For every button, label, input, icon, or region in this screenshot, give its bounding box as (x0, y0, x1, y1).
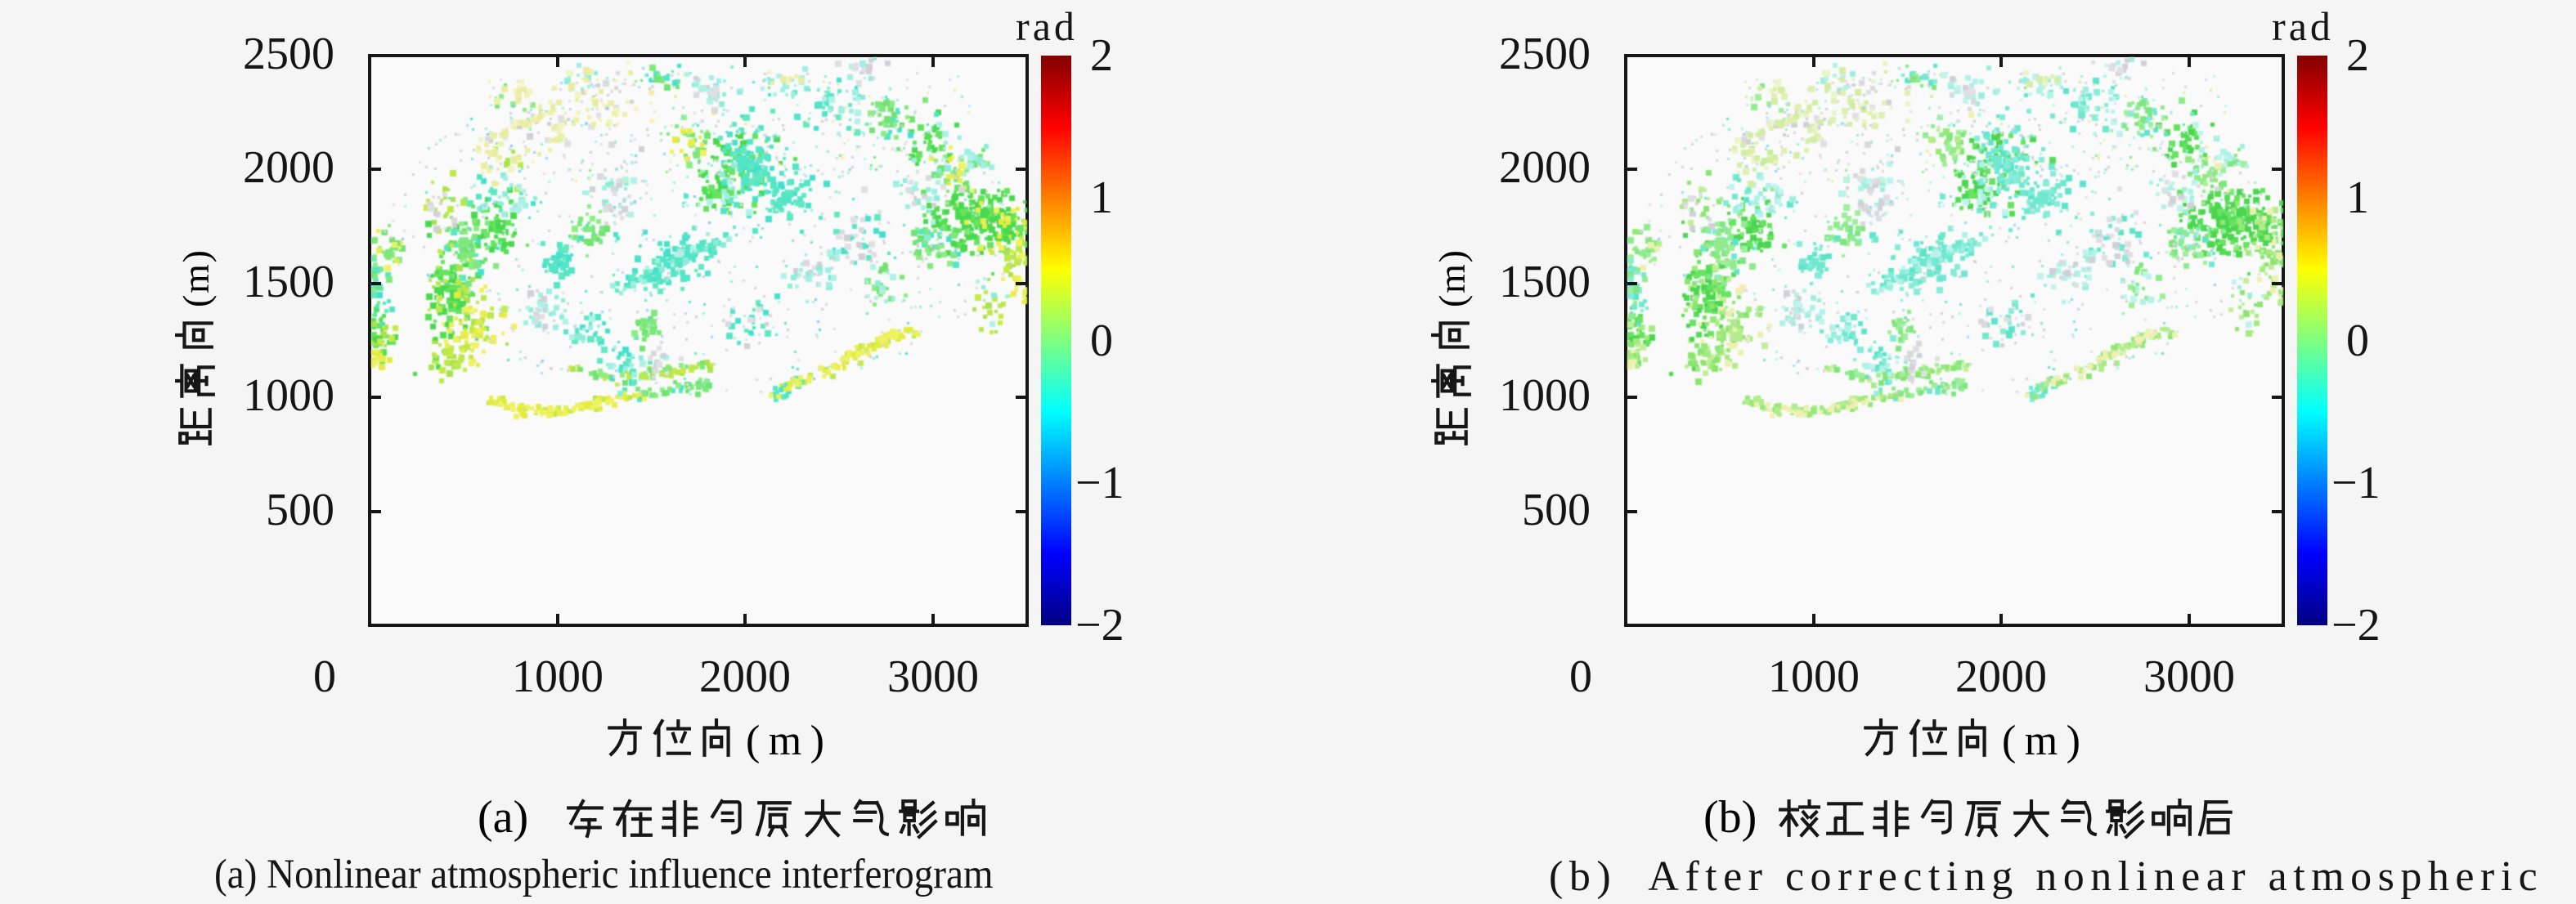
svg-text:(a): (a) (478, 794, 528, 843)
svg-text:(b): (b) (1703, 794, 1757, 843)
svg-text:(m): (m) (2002, 718, 2080, 764)
svg-text:(m): (m) (1431, 250, 1473, 307)
svg-text:(m): (m) (746, 718, 824, 764)
svg-text:(m): (m) (175, 250, 217, 307)
